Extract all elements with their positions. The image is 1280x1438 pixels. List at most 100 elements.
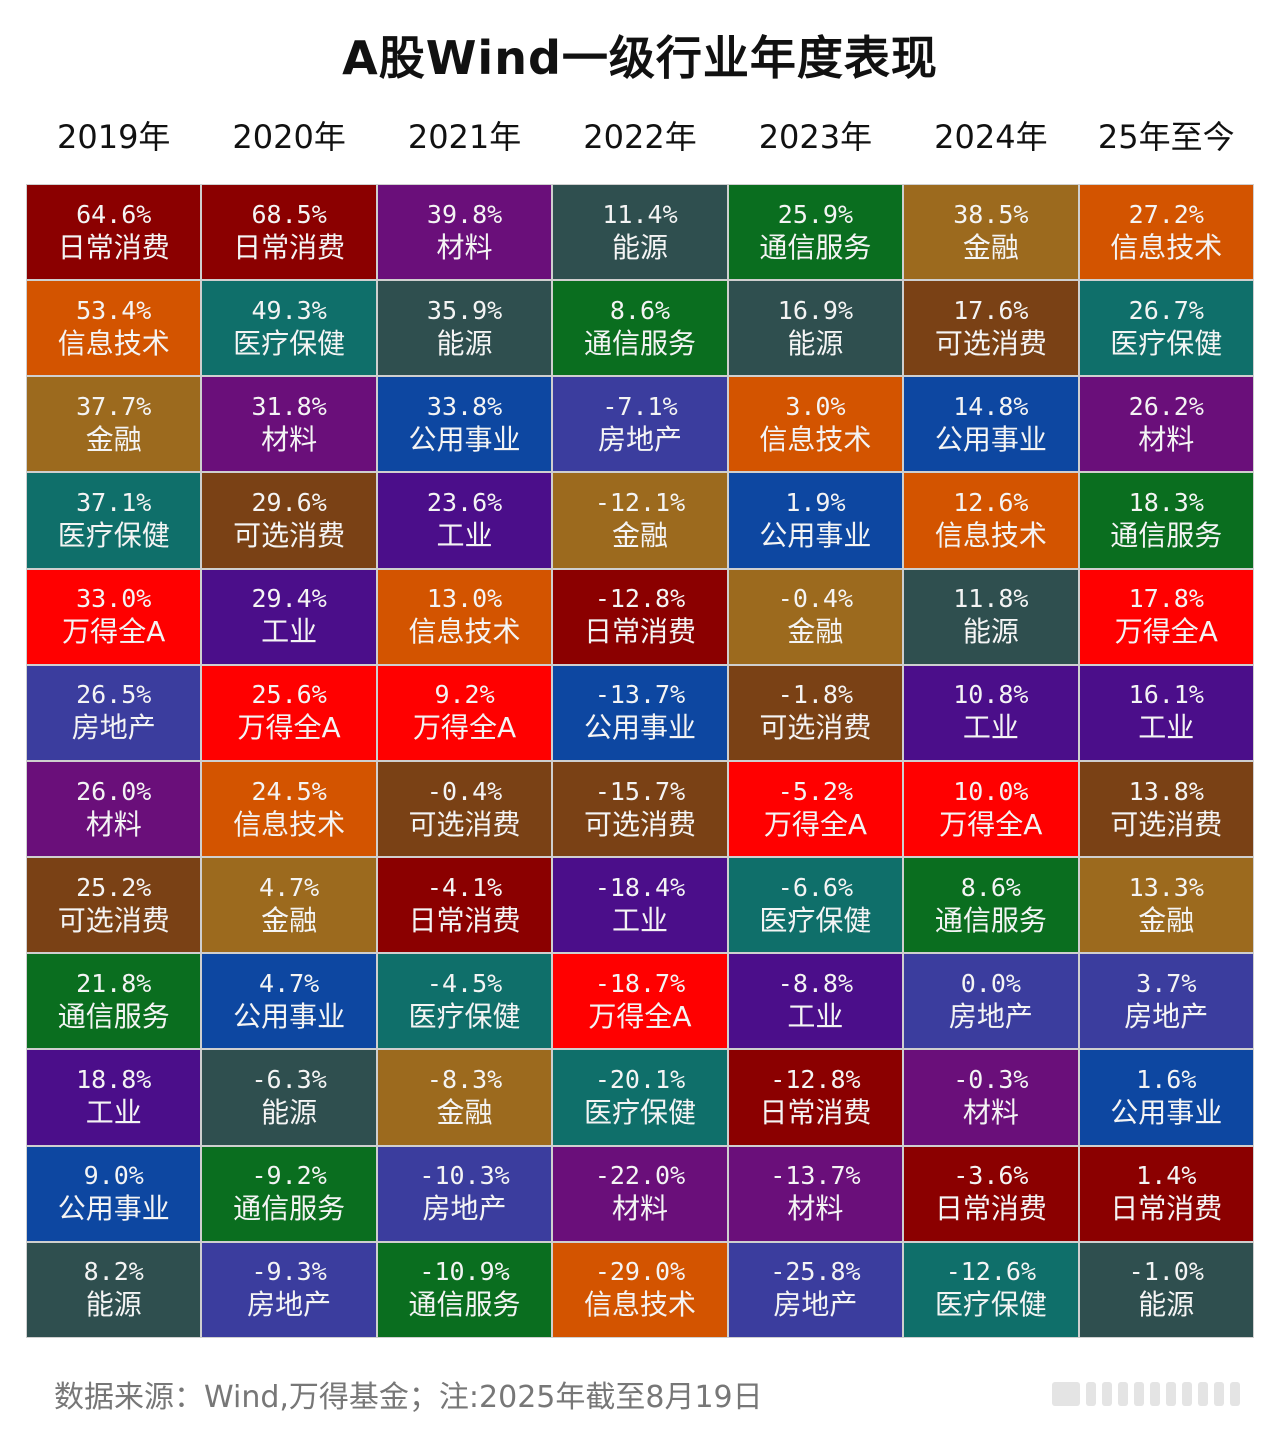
grid-cell: 24.5% 信息技术: [202, 761, 376, 857]
cell-sector-name: 可选消费: [408, 807, 521, 841]
column-header: 2024年: [934, 118, 1048, 156]
grid-cell: 11.4% 能源: [553, 185, 727, 280]
grid-cell: 1.9% 公用事业: [728, 473, 903, 568]
cell-sector-name: 材料: [962, 1096, 1019, 1130]
column-header: 25年至今: [1097, 118, 1235, 156]
grid-cell: 29.6% 可选消费: [202, 473, 376, 568]
column-header: 2021年: [407, 118, 522, 156]
cell-value: 26.2%: [1128, 391, 1204, 421]
cell-sector-name: 房地产: [422, 1192, 507, 1226]
cell-value: -4.5%: [426, 968, 503, 998]
cell-sector-name: 信息技术: [1110, 230, 1223, 264]
grid-cell: 39.8% 材料: [377, 185, 552, 280]
grid-cell: 38.5% 金融: [904, 185, 1078, 280]
cell-value: 25.2%: [76, 872, 152, 902]
grid-cell: 1.6% 公用事业: [1079, 1050, 1253, 1145]
grid-cell: -0.4% 金融: [728, 569, 903, 664]
cell-value: 1.9%: [785, 488, 846, 518]
cell-value: 10.8%: [953, 680, 1029, 710]
cell-value: -12.6%: [945, 1257, 1036, 1287]
cell-value: 12.6%: [953, 488, 1029, 518]
cell-value: 9.0%: [83, 1161, 144, 1191]
cell-value: -0.3%: [953, 1065, 1029, 1095]
cell-value: -13.7%: [594, 680, 686, 710]
cell-value: 3.0%: [785, 391, 846, 421]
grid-cell: 25.6% 万得全A: [202, 665, 376, 760]
cell-sector-name: 日常消费: [934, 1192, 1047, 1226]
grid-cell: -13.7% 材料: [728, 1146, 903, 1241]
cell-sector-name: 金融: [261, 903, 318, 937]
cell-value: 23.6%: [426, 488, 503, 518]
cell-value: 21.8%: [76, 968, 152, 998]
performance-grid: 64.6% 日常消费 68.5% 日常消费 39.8% 材料 11.4% 能源 25.9% 通信服…: [26, 184, 1254, 1338]
grid-cell: -29.0% 信息技术: [553, 1242, 727, 1337]
cell-sector-name: 可选消费: [583, 807, 696, 841]
column-headers: 2019年 2020年 2021年 2022年 2023年 2024年 25年至…: [26, 112, 1254, 162]
grid-cell: 31.8% 材料: [202, 377, 376, 472]
cell-value: 25.6%: [251, 680, 327, 710]
cell-sector-name: 金融: [611, 519, 668, 553]
grid-cell: 26.5% 房地产: [27, 665, 201, 760]
cell-sector-name: 医疗保健: [1110, 326, 1223, 360]
cell-value: -6.3%: [251, 1065, 327, 1095]
cell-sector-name: 公用事业: [934, 422, 1047, 456]
cell-sector-name: 材料: [436, 230, 493, 264]
grid-cell: -10.3% 房地产: [377, 1146, 552, 1241]
grid-cell: 16.9% 能源: [728, 281, 903, 376]
grid-cell: 14.8% 公用事业: [904, 377, 1078, 472]
cell-value: -13.7%: [770, 1161, 861, 1191]
cell-value: 16.1%: [1128, 680, 1204, 710]
cell-sector-name: 金融: [787, 615, 844, 649]
cell-value: 26.0%: [76, 776, 152, 806]
cell-sector-name: 材料: [85, 807, 142, 841]
cell-sector-name: 金融: [1138, 903, 1195, 937]
cell-value: -5.2%: [777, 776, 854, 806]
grid-cell: 13.8% 可选消费: [1079, 761, 1253, 857]
cell-sector-name: 医疗保健: [759, 903, 872, 937]
grid-cell: 49.3% 医疗保健: [202, 281, 376, 376]
cell-sector-name: 通信服务: [233, 1192, 346, 1226]
cell-sector-name: 医疗保健: [934, 1288, 1047, 1322]
cell-value: 11.8%: [953, 584, 1029, 614]
cell-sector-name: 信息技术: [408, 615, 521, 649]
grid-cell: -22.0% 材料: [553, 1146, 727, 1241]
grid-cell: -12.8% 日常消费: [553, 569, 727, 664]
watermark-decoration: [1052, 1382, 1240, 1406]
grid-cell: 13.3% 金融: [1079, 858, 1253, 953]
grid-cell: -12.1% 金融: [553, 473, 727, 568]
cell-sector-name: 材料: [261, 422, 318, 456]
cell-value: 26.5%: [76, 680, 152, 710]
cell-value: -4.1%: [426, 872, 503, 902]
cell-value: -22.0%: [594, 1161, 686, 1191]
grid-cell: -12.8% 日常消费: [728, 1050, 903, 1145]
cell-sector-name: 可选消费: [934, 326, 1047, 360]
cell-value: 33.8%: [426, 391, 503, 421]
cell-value: 13.3%: [1128, 872, 1204, 902]
grid-cell: 64.6% 日常消费: [27, 185, 201, 280]
grid-cell: 9.0% 公用事业: [27, 1146, 201, 1241]
grid-cell: -6.3% 能源: [202, 1050, 376, 1145]
cell-value: -8.3%: [426, 1065, 503, 1095]
grid-cell: 27.2% 信息技术: [1079, 185, 1253, 280]
cell-value: 29.4%: [251, 584, 327, 614]
cell-value: -6.6%: [777, 872, 854, 902]
cell-value: 68.5%: [251, 199, 327, 229]
cell-sector-name: 工业: [962, 711, 1019, 745]
grid-cell: 17.8% 万得全A: [1079, 569, 1253, 664]
cell-sector-name: 能源: [1138, 1288, 1195, 1322]
cell-sector-name: 材料: [787, 1192, 844, 1226]
cell-sector-name: 房地产: [948, 999, 1033, 1033]
cell-sector-name: 万得全A: [588, 999, 692, 1033]
cell-sector-name: 通信服务: [583, 326, 696, 360]
cell-value: 49.3%: [251, 295, 327, 325]
cell-value: 37.7%: [76, 391, 152, 421]
cell-value: -12.8%: [594, 584, 686, 614]
cell-sector-name: 万得全A: [939, 807, 1043, 841]
cell-sector-name: 公用事业: [1110, 1096, 1223, 1130]
cell-sector-name: 能源: [787, 326, 844, 360]
cell-value: 8.6%: [960, 872, 1021, 902]
cell-value: -10.3%: [419, 1161, 510, 1191]
grid-cell: -0.4% 可选消费: [377, 761, 552, 857]
grid-cell: 1.4% 日常消费: [1079, 1146, 1253, 1241]
grid-cell: 12.6% 信息技术: [904, 473, 1078, 568]
